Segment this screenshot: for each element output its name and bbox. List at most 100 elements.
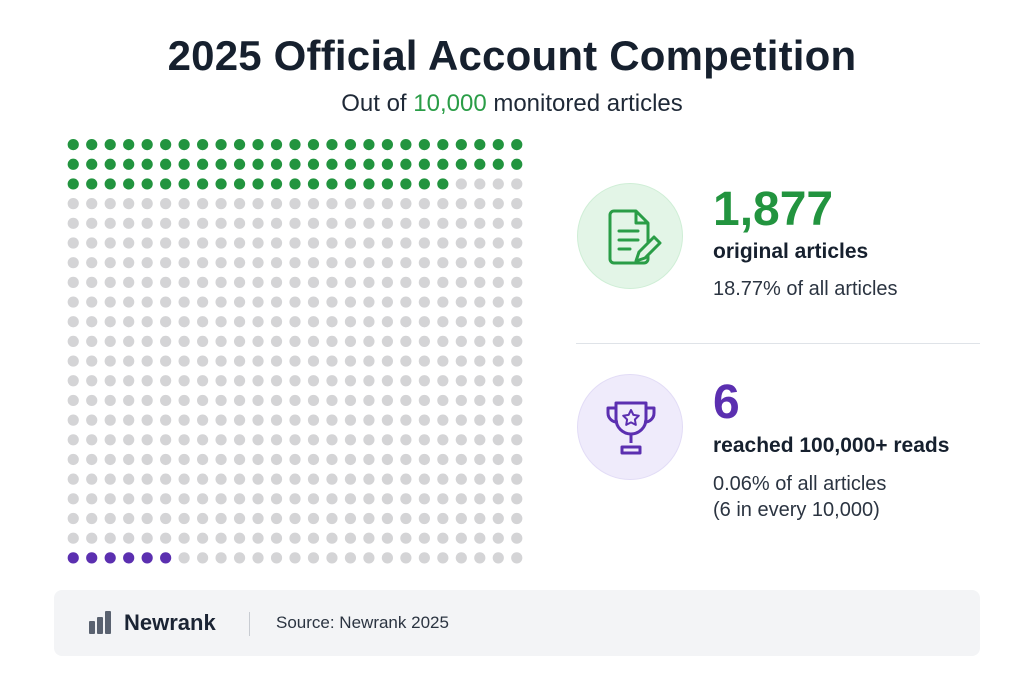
waffle-dot-other bbox=[86, 453, 98, 466]
page-title: 2025 Official Account Competition bbox=[167, 32, 857, 79]
subtitle-suffix: monitored articles bbox=[493, 90, 683, 117]
waffle-dot-other bbox=[437, 512, 449, 525]
waffle-dot-other bbox=[178, 552, 190, 564]
waffle-dot-other bbox=[67, 276, 79, 288]
waffle-dot-other bbox=[160, 296, 172, 308]
waffle-dot-other bbox=[86, 532, 98, 544]
waffle-dot-other bbox=[141, 394, 153, 407]
waffle-dot-other bbox=[104, 375, 116, 387]
waffle-dot-other bbox=[418, 217, 430, 229]
waffle-dot-other bbox=[492, 198, 504, 210]
waffle-dot-original bbox=[86, 139, 98, 151]
waffle-dot-other bbox=[455, 493, 467, 505]
waffle-dot-other bbox=[344, 414, 357, 426]
waffle-dot-other bbox=[233, 434, 246, 446]
waffle-dot-other bbox=[123, 532, 135, 544]
waffle-dot-other bbox=[197, 237, 209, 249]
waffle-dot-other bbox=[233, 296, 246, 308]
waffle-dot-other bbox=[160, 493, 172, 505]
waffle-dot-other bbox=[160, 453, 172, 466]
waffle-dot-original bbox=[326, 158, 338, 170]
waffle-dot-other bbox=[455, 198, 467, 210]
waffle-dot-other bbox=[270, 493, 283, 505]
waffle-dot-original bbox=[363, 139, 375, 151]
waffle-dot-other bbox=[178, 394, 190, 407]
waffle-dot-other bbox=[67, 355, 79, 367]
waffle-dot-other bbox=[455, 178, 467, 190]
waffle-dot-other bbox=[400, 335, 412, 347]
waffle-dot-other bbox=[215, 375, 227, 387]
waffle-dot-other bbox=[418, 375, 430, 387]
waffle-dot-original bbox=[492, 139, 504, 151]
waffle-dot-original bbox=[474, 158, 486, 170]
waffle-dot-other bbox=[160, 276, 172, 288]
waffle-dot-other bbox=[123, 414, 135, 426]
waffle-dot-other bbox=[307, 217, 320, 229]
waffle-dot-other bbox=[252, 532, 264, 544]
waffle-dot-other bbox=[418, 512, 430, 525]
waffle-dot-other bbox=[400, 493, 412, 505]
waffle-dot-other bbox=[492, 335, 504, 347]
waffle-dot-other bbox=[67, 414, 79, 426]
waffle-dot-other bbox=[160, 257, 172, 269]
waffle-dot-other bbox=[511, 532, 523, 544]
waffle-dot-other bbox=[418, 355, 430, 367]
waffle-dot-original bbox=[344, 158, 357, 170]
waffle-dot-other bbox=[400, 257, 412, 269]
waffle-dot-other bbox=[344, 473, 357, 485]
waffle-dot-other bbox=[492, 276, 504, 288]
waffle-dot-other bbox=[326, 473, 338, 485]
waffle-dot-other bbox=[289, 237, 301, 249]
waffle-dot-other bbox=[381, 296, 393, 308]
waffle-dot-other bbox=[492, 414, 504, 426]
waffle-dot-original bbox=[326, 139, 338, 151]
high-reads-badge bbox=[577, 374, 683, 480]
waffle-dot-other bbox=[233, 394, 246, 407]
waffle-dot-other bbox=[270, 217, 283, 229]
waffle-dot-other bbox=[437, 434, 449, 446]
waffle-dot-other bbox=[474, 414, 486, 426]
waffle-dot-other bbox=[197, 552, 209, 564]
waffle-dot-other bbox=[400, 552, 412, 564]
waffle-dot-other bbox=[363, 532, 375, 544]
waffle-dot-other bbox=[344, 198, 357, 210]
waffle-dot-other bbox=[492, 532, 504, 544]
waffle-dot-other bbox=[252, 375, 264, 387]
waffle-dot-other bbox=[141, 493, 153, 505]
footer-separator bbox=[249, 612, 250, 636]
waffle-dot-other bbox=[233, 552, 246, 564]
waffle-dot-other bbox=[233, 414, 246, 426]
waffle-dot-other bbox=[215, 237, 227, 249]
waffle-dot-other bbox=[197, 394, 209, 407]
waffle-dot-other bbox=[270, 512, 283, 525]
waffle-dot-original bbox=[86, 178, 98, 190]
waffle-dot-other bbox=[197, 198, 209, 210]
waffle-dot-other bbox=[400, 394, 412, 407]
waffle-dot-other bbox=[474, 178, 486, 190]
waffle-dot-other bbox=[67, 296, 79, 308]
waffle-dot-other bbox=[437, 296, 449, 308]
waffle-dot-original bbox=[215, 178, 227, 190]
waffle-dot-other bbox=[289, 512, 301, 525]
waffle-dot-other bbox=[381, 552, 393, 564]
waffle-dot-original bbox=[511, 139, 523, 151]
waffle-dot-high-reads bbox=[104, 552, 116, 564]
waffle-dot-other bbox=[178, 512, 190, 525]
waffle-dot-other bbox=[289, 217, 301, 229]
waffle-dot-other bbox=[437, 217, 449, 229]
waffle-dot-other bbox=[197, 453, 209, 466]
waffle-dot-other bbox=[363, 375, 375, 387]
waffle-dot-other bbox=[400, 532, 412, 544]
waffle-dot-other bbox=[252, 493, 264, 505]
waffle-dot-other bbox=[270, 316, 283, 328]
waffle-dot-other bbox=[270, 375, 283, 387]
waffle-dot-other bbox=[233, 335, 246, 347]
waffle-dot-other bbox=[67, 316, 79, 328]
waffle-dot-other bbox=[86, 434, 98, 446]
waffle-dot-original bbox=[178, 139, 190, 151]
waffle-dot-other bbox=[215, 414, 227, 426]
waffle-dot-other bbox=[252, 552, 264, 564]
waffle-dot-other bbox=[381, 414, 393, 426]
waffle-dot-other bbox=[141, 414, 153, 426]
waffle-dot-other bbox=[307, 453, 320, 466]
